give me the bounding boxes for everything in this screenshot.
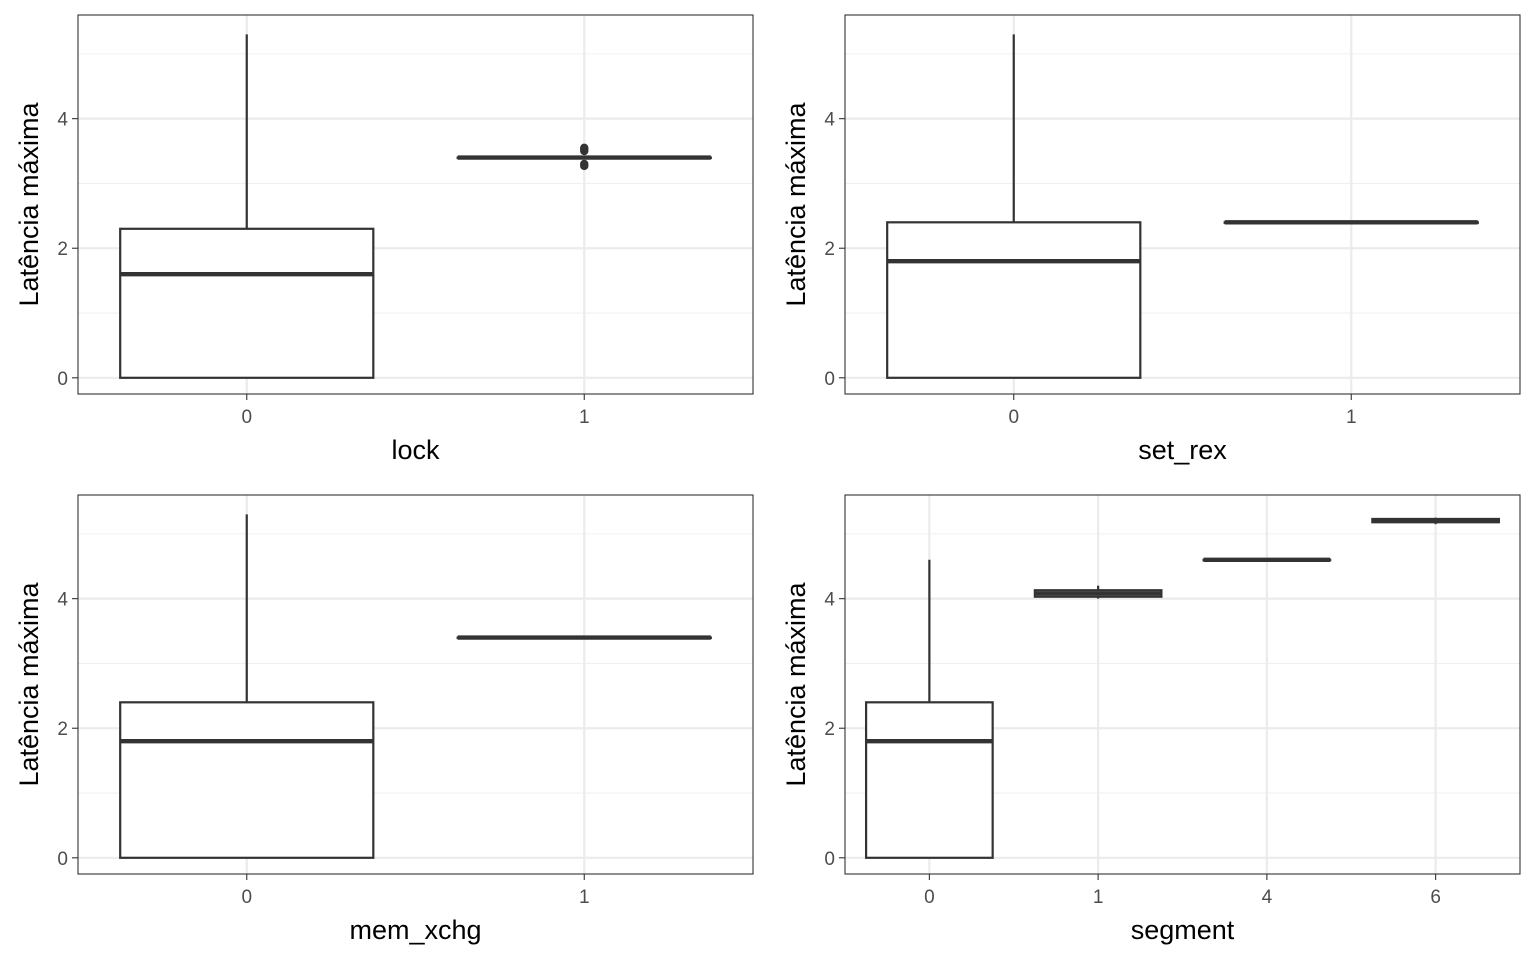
x-tick-label: 0 — [924, 887, 935, 908]
box-0 — [119, 514, 375, 859]
panel-border — [77, 494, 754, 875]
y-tick-label: 0 — [824, 369, 835, 390]
y-tick-label: 0 — [57, 369, 68, 390]
box-rect — [886, 221, 1142, 379]
box-1 — [1223, 220, 1479, 225]
x-tick-label: 1 — [1346, 407, 1357, 428]
box-rect — [864, 701, 994, 859]
x-axis-title: set_rex — [1138, 435, 1227, 465]
box-rect — [119, 227, 375, 379]
y-axis-title: Latência máxima — [14, 581, 44, 786]
panel-border — [844, 14, 1521, 395]
y-tick-label: 2 — [824, 239, 835, 260]
x-tick-label: 0 — [241, 407, 252, 428]
box-4 — [1202, 557, 1332, 562]
x-tick-label: 1 — [579, 407, 590, 428]
panel-1: 0 2 4 0 1 lock Latência máxima — [14, 14, 754, 465]
box-1 — [1033, 585, 1163, 599]
y-tick-label: 2 — [57, 239, 68, 260]
y-axis-title: Latência máxima — [781, 101, 811, 306]
x-tick-label: 1 — [579, 887, 590, 908]
panel-2: 0 2 4 0 1 set_rex Latência máxima — [781, 14, 1521, 465]
panel-border — [844, 494, 1521, 875]
box-0 — [886, 34, 1142, 379]
panel-3: 0 2 4 0 1 mem_xchg Latência máxima — [14, 494, 754, 945]
x-tick-label: 1 — [1093, 887, 1104, 908]
x-tick-label: 0 — [241, 887, 252, 908]
box-0 — [864, 559, 994, 859]
box-1 — [456, 635, 712, 640]
y-tick-label: 4 — [57, 590, 68, 611]
x-axis-title: segment — [1131, 915, 1235, 945]
y-tick-label: 2 — [57, 719, 68, 740]
y-tick-label: 4 — [824, 590, 835, 611]
x-axis-title: mem_xchg — [349, 915, 481, 945]
x-tick-label: 4 — [1262, 887, 1273, 908]
box-0 — [119, 34, 375, 379]
y-tick-label: 0 — [824, 849, 835, 870]
y-axis-title: Latência máxima — [781, 581, 811, 786]
panel-4: 0 2 4 0 1 4 6 segment Latência máxima — [781, 494, 1521, 945]
box-1 — [456, 143, 712, 171]
x-tick-label: 6 — [1430, 887, 1441, 908]
panel-border — [77, 14, 754, 395]
y-axis-title: Latência máxima — [14, 101, 44, 306]
box-rect — [119, 701, 375, 859]
x-tick-label: 0 — [1008, 407, 1019, 428]
x-axis-title: lock — [391, 435, 440, 465]
y-tick-label: 4 — [57, 110, 68, 131]
y-tick-label: 2 — [824, 719, 835, 740]
outlier-point — [580, 159, 589, 169]
outlier-point — [580, 143, 589, 153]
y-tick-label: 0 — [57, 849, 68, 870]
box-6 — [1371, 517, 1501, 525]
y-tick-label: 4 — [824, 110, 835, 131]
